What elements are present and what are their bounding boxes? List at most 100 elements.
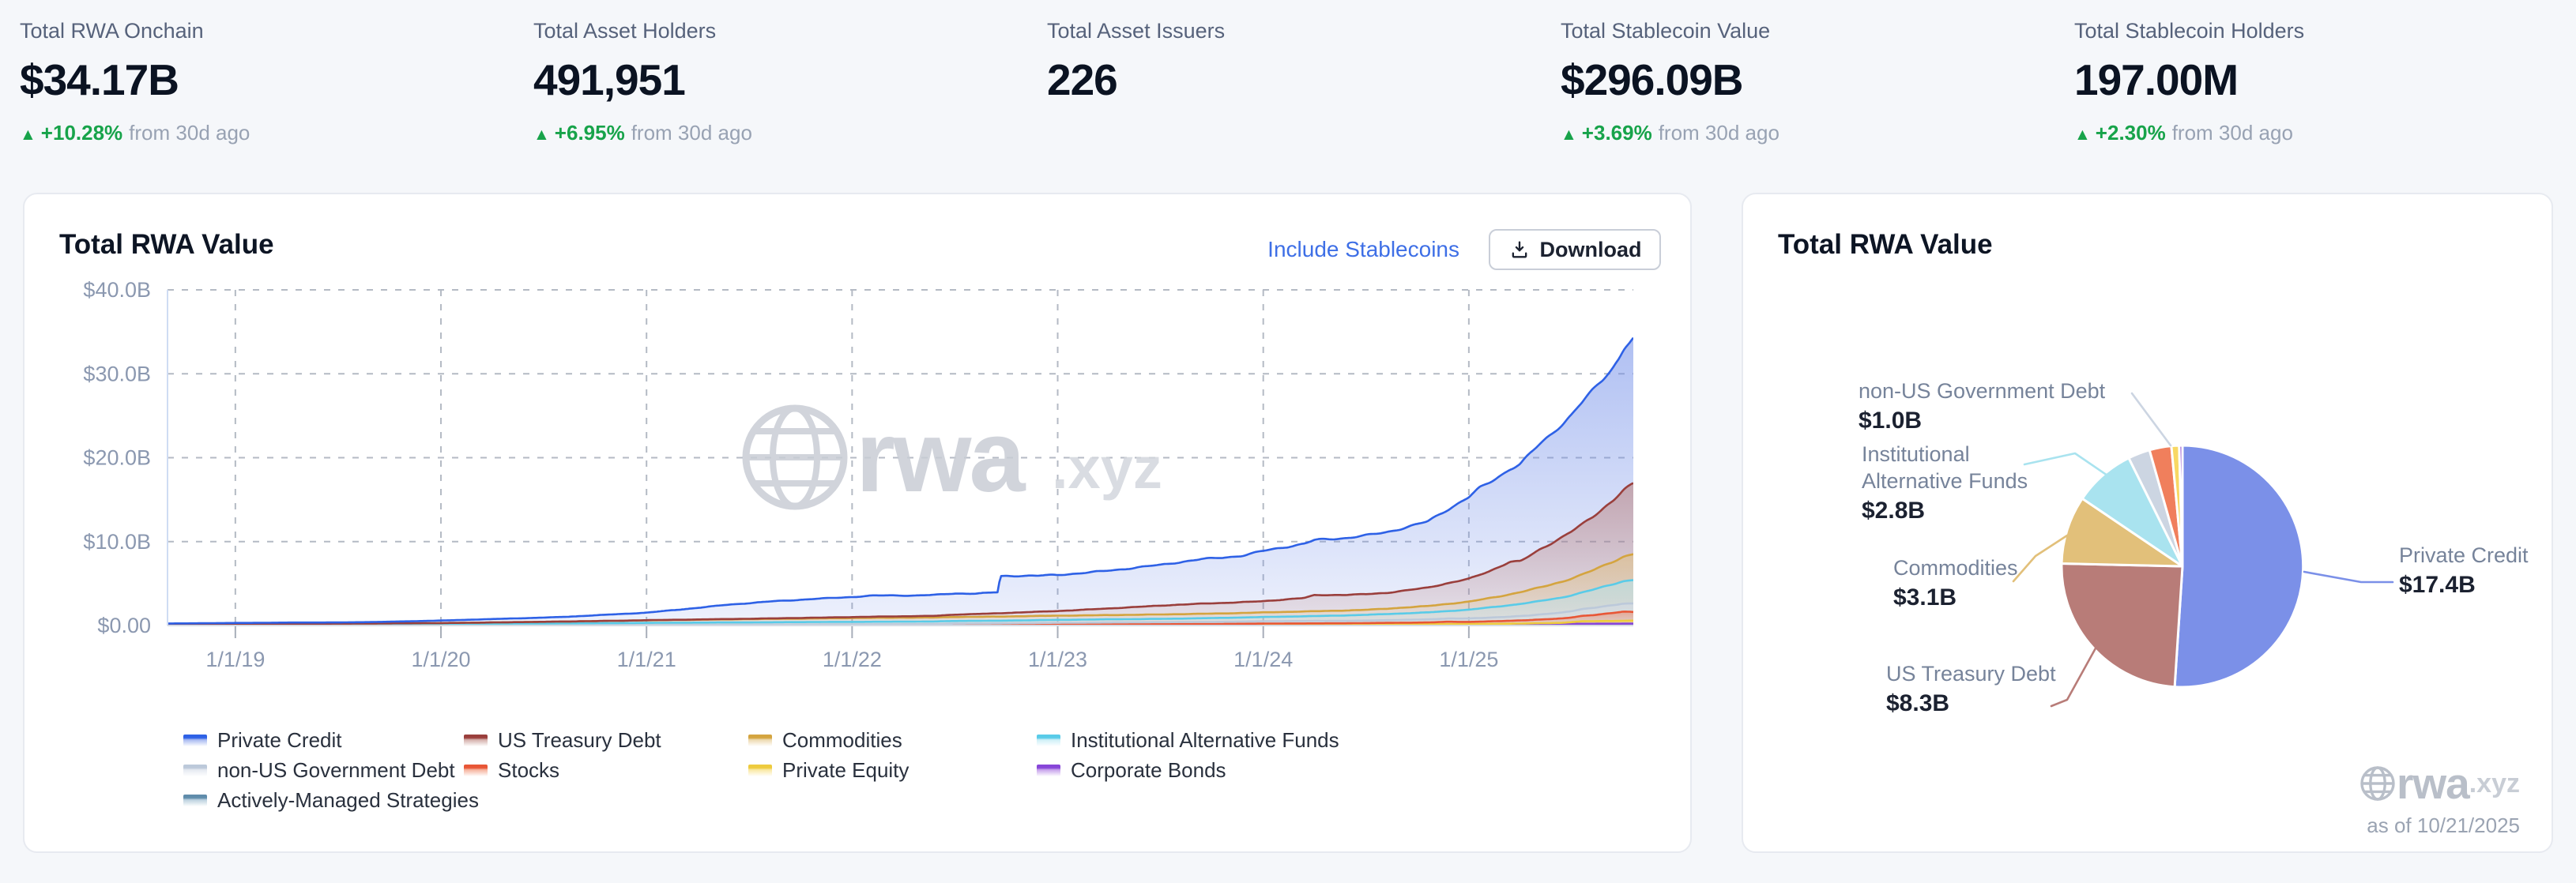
total-rwa-value-pie-card: Total RWA Value rwa .xyz as of 10/21/202… xyxy=(1742,193,2553,853)
pie-slice-us-treasury-debt[interactable] xyxy=(2060,562,2184,689)
pie-label-text: Institutional xyxy=(1862,442,1970,466)
legend-swatch xyxy=(748,764,772,776)
pie-label-commodities: Commodities $3.1B xyxy=(1893,554,2018,611)
legend-item-stocks[interactable]: Stocks xyxy=(464,758,559,782)
legend-item-actively-managed-strategies[interactable]: Actively-Managed Strategies xyxy=(183,788,479,812)
stat-value: 226 xyxy=(1047,55,1118,104)
delta-percent: +2.30% xyxy=(2095,121,2166,145)
pie-label-institutional-alternative-funds: Institutional Alternative Funds $2.8B xyxy=(1862,441,2028,524)
pie-label-non-us-government-debt: non-US Government Debt $1.0B xyxy=(1859,378,2105,434)
include-stablecoins-link[interactable]: Include Stablecoins xyxy=(1267,237,1459,261)
watermark-text: rwa xyxy=(2396,759,2470,808)
pie-slice-corporate-bonds[interactable] xyxy=(2178,444,2184,568)
svg-text:$10.0B: $10.0B xyxy=(83,530,151,554)
delta-note: from 30d ago xyxy=(1658,121,1779,145)
svg-text:$0.00: $0.00 xyxy=(97,614,151,637)
pie-slice-commodities[interactable] xyxy=(2060,497,2184,568)
legend-label: Stocks xyxy=(498,757,560,782)
svg-text:1/1/23: 1/1/23 xyxy=(1028,648,1087,671)
delta-percent: +6.95% xyxy=(554,121,625,145)
pie-label-value: $8.3B xyxy=(1886,690,1950,716)
svg-text:1/1/22: 1/1/22 xyxy=(823,648,882,671)
legend-label: Private Credit xyxy=(217,727,342,752)
stat-delta: ▲ +2.30% from 30d ago xyxy=(2074,121,2564,145)
pie-label-text: Alternative Funds xyxy=(1862,469,2028,493)
svg-text:1/1/19: 1/1/19 xyxy=(205,648,265,671)
delta-note: from 30d ago xyxy=(631,121,752,145)
legend-label: non-US Government Debt xyxy=(217,757,455,782)
legend-label: Private Equity xyxy=(782,757,910,782)
rwa-value-pie-chart[interactable] xyxy=(1743,194,2555,855)
download-icon xyxy=(1512,241,1527,258)
pie-label-us-treasury-debt: US Treasury Debt $8.3B xyxy=(1886,660,2056,717)
pie-label-value: $17.4B xyxy=(2399,572,2476,598)
pie-label-value: $1.0B xyxy=(1859,408,1923,434)
up-triangle-icon: ▲ xyxy=(533,126,550,144)
legend-swatch xyxy=(183,764,207,776)
stat-delta: ▲ +6.95% from 30d ago xyxy=(533,121,1023,145)
pie-label-value: $3.1B xyxy=(1893,584,1957,611)
delta-percent: +3.69% xyxy=(1581,121,1652,145)
legend-label: Corporate Bonds xyxy=(1071,757,1226,782)
legend-item-institutional-alternative-funds[interactable]: Institutional Alternative Funds xyxy=(1037,728,1339,752)
svg-text:.xyz: .xyz xyxy=(1052,435,1162,501)
globe-icon xyxy=(2360,766,2395,801)
svg-text:1/1/21: 1/1/21 xyxy=(617,648,676,671)
line-card-title: Total RWA Value xyxy=(59,229,274,260)
stat-value: $34.17B xyxy=(20,55,179,104)
legend-item-private-equity[interactable]: Private Equity xyxy=(748,758,909,782)
svg-text:1/1/20: 1/1/20 xyxy=(411,648,470,671)
legend-swatch xyxy=(183,734,207,746)
legend-label: Actively-Managed Strategies xyxy=(217,787,479,812)
legend-label: Institutional Alternative Funds xyxy=(1071,727,1339,752)
stat-value: 491,951 xyxy=(533,55,686,104)
rwa-xyz-watermark: rwa .xyz xyxy=(2359,758,2520,809)
stat-delta: ▲ +10.28% from 30d ago xyxy=(20,121,510,145)
svg-text:$20.0B: $20.0B xyxy=(83,446,151,470)
total-rwa-value-chart-card: $0.00 $10.0B $20.0B $30.0B $40.0B 1/1/19 1/1/2… xyxy=(23,193,1692,853)
svg-text:1/1/24: 1/1/24 xyxy=(1233,648,1293,671)
legend-item-corporate-bonds[interactable]: Corporate Bonds xyxy=(1037,758,1226,782)
pie-label-text: US Treasury Debt xyxy=(1886,662,2056,686)
legend-swatch xyxy=(464,764,488,776)
delta-percent: +10.28% xyxy=(40,121,123,145)
svg-text:$40.0B: $40.0B xyxy=(83,278,151,302)
download-button[interactable]: Download xyxy=(1489,229,1661,270)
legend-item-private-credit[interactable]: Private Credit xyxy=(183,728,342,752)
stat-total-rwa-onchain: Total RWA Onchain $34.17B ▲ +10.28% from 3… xyxy=(20,19,510,145)
rwa-value-area-chart[interactable]: $0.00 $10.0B $20.0B $30.0B $40.0B 1/1/19 1/1/2… xyxy=(24,194,1693,855)
legend-swatch xyxy=(748,734,772,746)
stat-total-stablecoin-holders: Total Stablecoin Holders 197.00M ▲ +2.30%… xyxy=(2074,19,2564,145)
up-triangle-icon: ▲ xyxy=(2074,126,2091,144)
legend-swatch xyxy=(1037,764,1060,776)
stat-value: $296.09B xyxy=(1561,55,1744,104)
legend-item-commodities[interactable]: Commodities xyxy=(748,728,902,752)
stat-delta: ▲ +3.69% from 30d ago xyxy=(1561,121,2051,145)
stat-label: Total Asset Issuers xyxy=(1047,19,1226,43)
pie-slice-private-credit[interactable] xyxy=(2173,444,2305,689)
pie-label-private-credit: Private Credit $17.4B xyxy=(2399,542,2529,599)
pie-label-text: Private Credit xyxy=(2399,543,2529,567)
delta-note: from 30d ago xyxy=(129,121,250,145)
watermark-suffix: .xyz xyxy=(2469,768,2520,798)
legend-swatch xyxy=(1037,734,1060,746)
legend-item-us-treasury-debt[interactable]: US Treasury Debt xyxy=(464,728,661,752)
legend-item-non-us-government-debt[interactable]: non-US Government Debt xyxy=(183,758,455,782)
legend-label: US Treasury Debt xyxy=(498,727,661,752)
svg-text:$30.0B: $30.0B xyxy=(83,362,151,385)
legend-label: Commodities xyxy=(782,727,902,752)
download-label: Download xyxy=(1539,237,1642,261)
stat-total-asset-issuers: Total Asset Issuers 226 xyxy=(1047,19,1537,105)
stat-label: Total Stablecoin Value xyxy=(1561,19,1771,43)
pie-label-text: Commodities xyxy=(1893,556,2018,580)
pie-label-value: $2.8B xyxy=(1862,498,1926,524)
up-triangle-icon: ▲ xyxy=(1561,126,1577,144)
delta-note: from 30d ago xyxy=(2171,121,2293,145)
legend-swatch xyxy=(464,734,488,746)
svg-text:rwa: rwa xyxy=(856,400,1026,513)
stat-label: Total Asset Holders xyxy=(533,19,717,43)
stat-label: Total RWA Onchain xyxy=(20,19,204,43)
up-triangle-icon: ▲ xyxy=(20,126,36,144)
stat-label: Total Stablecoin Holders xyxy=(2074,19,2305,43)
